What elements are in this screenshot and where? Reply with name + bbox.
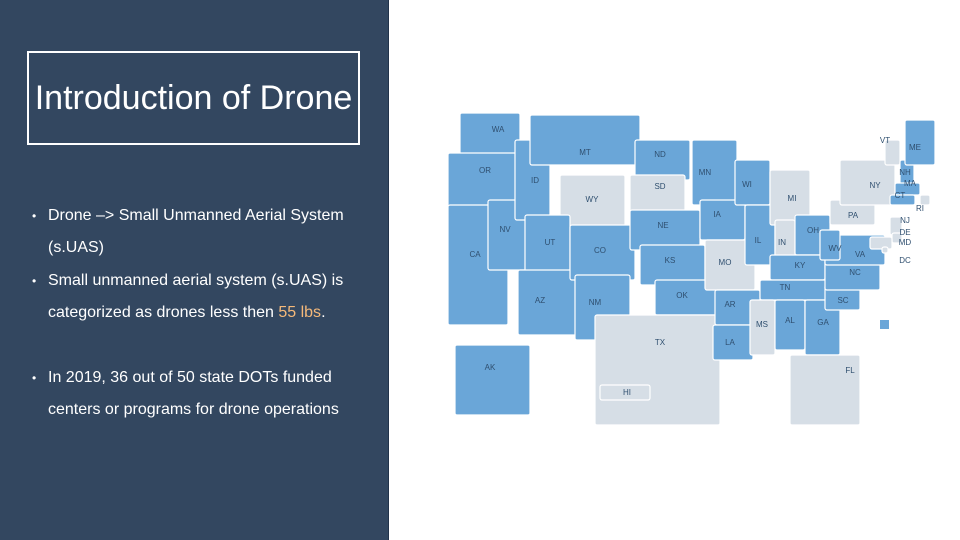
state-label-nj: NJ: [900, 216, 910, 225]
bullet-1-text: Drone –> Small Unmanned Aerial System (s…: [48, 207, 344, 256]
state-wv: [819, 229, 841, 261]
state-label-co: CO: [594, 246, 606, 255]
state-ak: [454, 344, 531, 416]
state-label-az: AZ: [535, 296, 545, 305]
state-label-nm: NM: [589, 298, 602, 307]
bullet-2-text-after: .: [321, 304, 326, 321]
state-label-wi: WI: [742, 180, 752, 189]
state-label-ct: CT: [895, 191, 906, 200]
state-wa: [459, 112, 521, 159]
us-state-map: WA OR CA NV ID MT WY UT AZ CO NM ND SD NE KS OK TX MN IA MO…: [430, 105, 940, 435]
state-label-ms: MS: [756, 320, 768, 329]
state-ri: [919, 194, 931, 206]
state-label-id: ID: [531, 176, 539, 185]
state-label-ak: AK: [485, 363, 496, 372]
state-tx: [594, 314, 721, 426]
state-label-nv: NV: [499, 225, 511, 234]
state-vt: [884, 139, 901, 166]
state-dc: [881, 246, 889, 254]
slide-title: Introduction of Drone: [34, 78, 353, 117]
left-panel: Introduction of Drone • Drone –> Small U…: [0, 0, 389, 540]
state-az: [517, 269, 579, 336]
state-label-tx: TX: [655, 338, 666, 347]
state-label-ia: IA: [713, 210, 721, 219]
state-label-ne: NE: [657, 221, 668, 230]
state-label-md: MD: [899, 238, 912, 247]
bullet-2-text-before: Small unmanned aerial system (s.UAS) is …: [48, 272, 344, 321]
state-label-ky: KY: [795, 261, 806, 270]
state-me: [904, 119, 936, 166]
state-ia: [699, 199, 746, 241]
state-sd: [629, 174, 686, 216]
state-label-va: VA: [855, 250, 866, 259]
state-ny: [839, 159, 896, 206]
state-label-hi: HI: [623, 388, 631, 397]
state-label-mo: MO: [719, 258, 732, 267]
state-label-sd: SD: [654, 182, 665, 191]
state-nd: [634, 139, 691, 181]
state-al: [774, 299, 806, 351]
state-label-ok: OK: [676, 291, 688, 300]
state-ct: [889, 194, 916, 206]
state-fl: [789, 354, 861, 426]
us-map-svg: WA OR CA NV ID MT WY UT AZ CO NM ND SD NE KS OK TX MN IA MO…: [447, 112, 936, 426]
bullet-dot: •: [32, 371, 37, 385]
state-ne: [629, 209, 701, 251]
state-label-il: IL: [755, 236, 762, 245]
state-label-oh: OH: [807, 226, 819, 235]
state-tn: [759, 279, 831, 301]
bullet-2-text: Small unmanned aerial system (s.UAS) is …: [32, 265, 367, 329]
state-label-ri: RI: [916, 204, 924, 213]
bullet-dot: •: [32, 209, 37, 223]
bullet-2: • Small unmanned aerial system (s.UAS) i…: [32, 265, 367, 329]
state-hi: [599, 384, 651, 401]
state-label-dc: DC: [899, 256, 911, 265]
state-label-nh: NH: [899, 168, 911, 177]
state-label-vt: VT: [880, 136, 890, 145]
state-label-ny: NY: [869, 181, 881, 190]
bullet-1: • Drone –> Small Unmanned Aerial System …: [32, 200, 367, 264]
state-label-ma: MA: [904, 179, 917, 188]
state-label-mt: MT: [579, 148, 591, 157]
state-ks: [639, 244, 706, 286]
state-label-fl: FL: [845, 366, 855, 375]
state-label-de: DE: [899, 228, 910, 237]
state-label-ca: CA: [469, 250, 481, 259]
state-label-ga: GA: [817, 318, 829, 327]
state-label-ar: AR: [724, 300, 735, 309]
state-label-nc: NC: [849, 268, 861, 277]
state-wi: [734, 159, 771, 206]
state-label-wy: WY: [586, 195, 600, 204]
state-label-al: AL: [785, 316, 795, 325]
state-label-ut: UT: [545, 238, 556, 247]
state-mt: [529, 114, 641, 166]
legend-swatch: [880, 320, 889, 329]
bullet-dot: •: [32, 274, 37, 288]
bullet-3: • In 2019, 36 out of 50 state DOTs funde…: [32, 362, 367, 426]
state-label-sc: SC: [837, 296, 848, 305]
state-label-tn: TN: [780, 283, 791, 292]
state-label-la: LA: [725, 338, 735, 347]
state-label-nd: ND: [654, 150, 666, 159]
bullet-3-text: In 2019, 36 out of 50 state DOTs funded …: [48, 369, 339, 418]
state-label-mn: MN: [699, 168, 712, 177]
state-label-or: OR: [479, 166, 491, 175]
state-label-me: ME: [909, 143, 921, 152]
title-box: Introduction of Drone: [27, 51, 360, 145]
state-label-wa: WA: [492, 125, 505, 134]
state-label-ks: KS: [665, 256, 676, 265]
state-label-mi: MI: [788, 194, 797, 203]
state-label-in: IN: [778, 238, 786, 247]
state-label-pa: PA: [848, 211, 859, 220]
state-label-wv: WV: [829, 244, 843, 253]
state-md: [869, 236, 893, 250]
weight-limit-highlight: 55 lbs: [278, 304, 322, 321]
